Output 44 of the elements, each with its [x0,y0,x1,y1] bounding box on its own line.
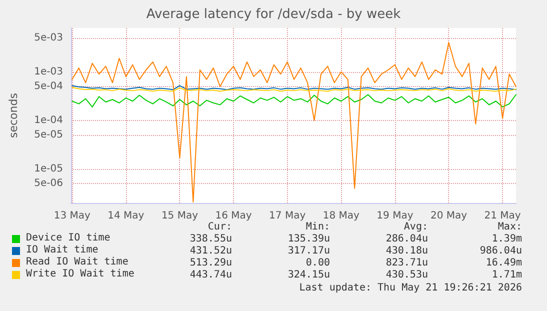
text: 0.00 [306,258,330,268]
legend-label: Write IO Wait time [26,268,134,280]
text: 338.55u [190,234,232,244]
x-tick-label: 20 May [430,210,468,222]
legend-label: Device IO time [26,232,110,244]
text: 443.74u [190,270,232,280]
text: 986.04u [480,246,522,256]
y-tick-label: 1e-05 [34,164,63,175]
text: Cur: [208,222,232,232]
x-tick-label: 17 May [269,210,306,222]
x-tick-label: 16 May [215,210,252,222]
y-tick-label: 5e-05 [34,130,63,141]
text: 823.71u [386,258,428,268]
text: Max: [498,222,522,232]
y-tick-label: 1e-04 [34,114,63,126]
text: 317.17u [288,246,330,256]
text: 286.04u [386,234,428,244]
y-tick-label: 5e-04 [34,81,63,92]
text: Min: [306,222,330,232]
text: 16.49m [486,258,522,268]
y-tick-label: 5e-06 [34,178,63,190]
x-tick-label: 18 May [322,210,360,222]
y-tick-label: 5e-03 [34,32,63,44]
y-tick-label: 1e-03 [34,66,63,78]
chart-title: Average latency for /dev/sda - by week [146,7,402,22]
text: 513.29u [190,258,232,268]
y-axis-title: seconds [7,92,20,138]
line-series [72,94,516,108]
text: Last update: Thu May 21 19:26:21 2026 [299,282,522,294]
text: Avg: [404,222,428,232]
x-tick-label: 15 May [161,210,198,222]
legend-label: IO Wait time [26,244,98,256]
x-tick-label: 21 May [484,210,521,222]
text: 1.71m [492,270,522,280]
x-tick-label: 14 May [108,210,144,222]
text: 430.53u [386,270,428,280]
text: 324.15u [288,270,330,280]
legend-label: Read IO Wait time [26,256,128,268]
text: 135.39u [288,234,330,244]
x-tick-label: 13 May [54,210,90,222]
x-tick-label: 19 May [376,210,414,222]
text: 1.39m [492,234,522,244]
text: 430.18u [386,246,428,256]
text: 431.52u [190,246,232,256]
